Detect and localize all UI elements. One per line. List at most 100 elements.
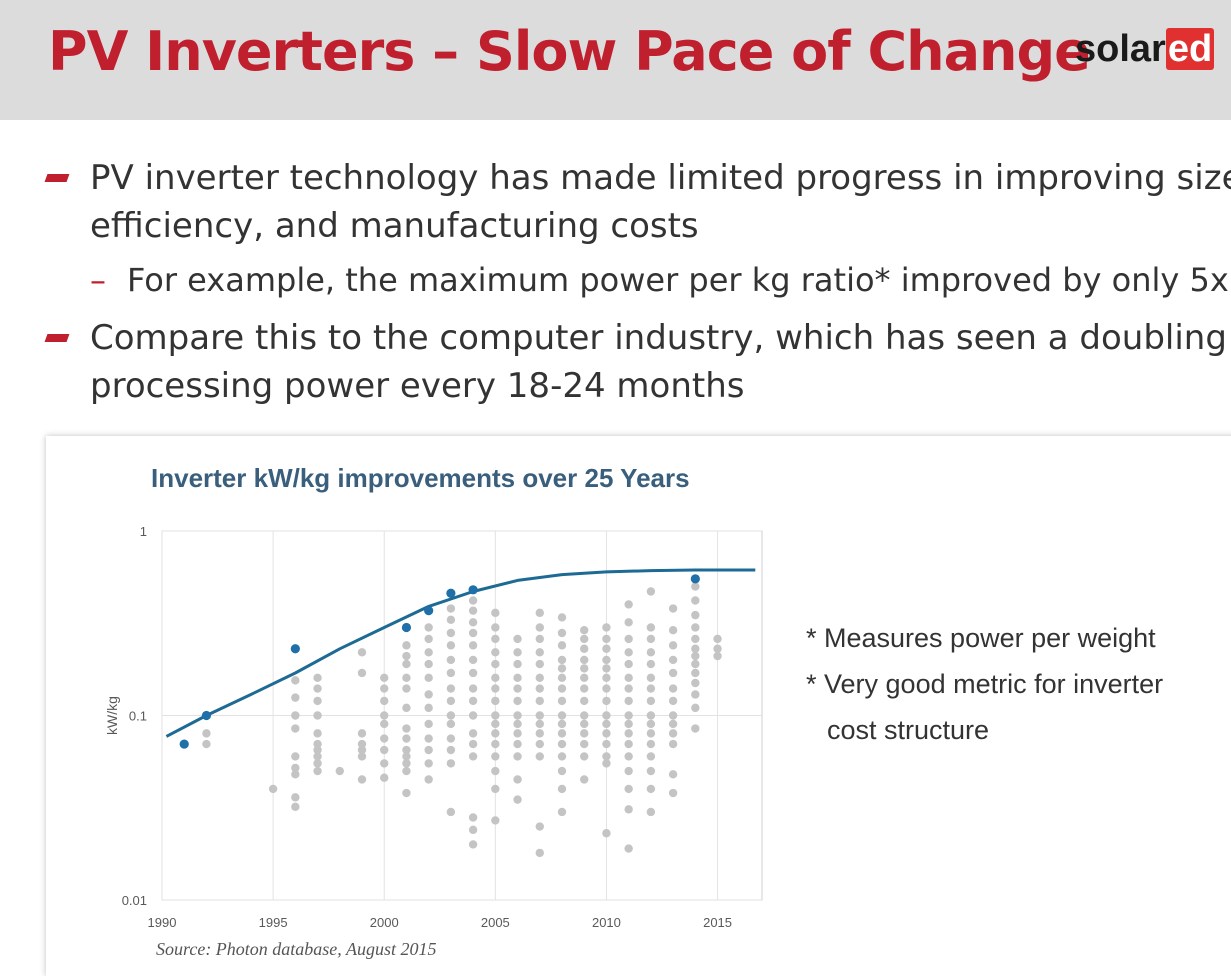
data-point-gray (402, 745, 411, 755)
data-point-gray (580, 739, 589, 749)
data-point-gray (468, 668, 478, 678)
bullet-2-line-1: Compare this to the computer industry, w… (90, 318, 1231, 358)
data-point-gray (313, 729, 322, 738)
data-point-gray (513, 739, 522, 749)
data-point-gray (357, 752, 367, 761)
data-point-gray (602, 634, 611, 644)
data-point-gray (557, 739, 567, 749)
data-point-gray (624, 600, 633, 609)
data-point-gray (691, 644, 700, 653)
data-point-gray (691, 634, 700, 644)
data-point-gray (602, 739, 611, 749)
data-point-max (290, 644, 300, 654)
data-point-gray (468, 684, 478, 693)
data-point-gray (691, 678, 700, 688)
logo-highlight: ed (1165, 28, 1215, 70)
data-point-gray (491, 648, 500, 657)
data-point-gray (624, 696, 633, 706)
data-point-gray (446, 668, 456, 678)
data-point-gray (468, 825, 478, 835)
data-point-gray (580, 634, 589, 644)
data-point-gray (424, 745, 433, 755)
data-point-gray (268, 784, 278, 794)
data-point-gray (402, 684, 411, 693)
data-point-gray (535, 729, 544, 738)
data-point-gray (402, 703, 411, 713)
data-point-gray (513, 752, 522, 761)
data-point-gray (291, 676, 300, 685)
data-point-gray (624, 752, 633, 761)
data-point-gray (713, 651, 722, 661)
data-point-gray (668, 729, 678, 738)
data-point-gray (557, 696, 567, 706)
x-tick-label: 2000 (370, 915, 399, 930)
data-point-gray (646, 729, 656, 738)
data-point-gray (668, 641, 678, 650)
bullet-1-line-2: efficiency, and manufacturing costs (90, 206, 699, 246)
data-point-gray (557, 729, 567, 738)
data-point-gray (491, 719, 500, 729)
data-point-gray (291, 711, 300, 720)
x-tick-label: 2010 (592, 915, 621, 930)
data-point-gray (691, 724, 700, 733)
data-point-gray (602, 664, 611, 673)
data-point-gray (380, 745, 389, 755)
y-axis-label: kW/kg (104, 696, 120, 735)
data-point-gray (646, 587, 656, 596)
data-point-gray (691, 596, 700, 605)
data-point-gray (557, 684, 567, 693)
data-point-gray (602, 684, 611, 693)
data-point-gray (691, 703, 700, 713)
data-point-gray (513, 719, 522, 729)
data-point-gray (446, 745, 456, 755)
data-point-gray (491, 623, 500, 632)
data-point-gray (491, 684, 500, 693)
data-point-gray (313, 684, 322, 693)
data-point-gray (580, 684, 589, 693)
y-tick-label: 0.01 (122, 893, 147, 908)
data-point-gray (313, 752, 322, 761)
data-point-gray (291, 724, 300, 733)
data-point-gray (468, 628, 478, 638)
x-tick-label: 2005 (481, 915, 510, 930)
data-point-gray (468, 813, 478, 822)
data-point-gray (291, 802, 300, 811)
y-tick-label: 0.1 (129, 709, 147, 724)
data-point-gray (513, 634, 522, 644)
data-point-gray (357, 729, 367, 738)
data-point-gray (602, 752, 611, 761)
data-point-gray (380, 734, 389, 743)
bullet-1-line-1: PV inverter technology has made limited … (90, 158, 1231, 198)
data-point-gray (535, 752, 544, 761)
data-point-gray (535, 822, 544, 831)
chart-panel (46, 436, 1231, 976)
data-point-gray (646, 673, 656, 683)
data-point-gray (535, 848, 544, 858)
data-point-gray (624, 618, 633, 627)
data-point-gray (535, 648, 544, 657)
data-point-gray (602, 711, 611, 720)
sub-bullet: For example, the maximum power per kg ra… (127, 261, 1229, 299)
data-point-gray (380, 673, 389, 683)
data-point-gray (580, 775, 589, 784)
data-point-gray (624, 648, 633, 657)
data-point-gray (491, 752, 500, 761)
data-point-gray (491, 696, 500, 706)
data-point-gray (580, 664, 589, 673)
data-point-gray (357, 648, 367, 657)
data-point-gray (446, 655, 456, 665)
data-point-max (468, 585, 478, 595)
data-point-gray (602, 759, 611, 768)
data-point-gray (602, 729, 611, 738)
data-point-gray (402, 788, 411, 798)
data-point-gray (446, 641, 456, 650)
data-point-gray (513, 729, 522, 738)
data-point-gray (380, 684, 389, 693)
data-point-gray (424, 623, 433, 632)
data-point-gray (468, 606, 478, 615)
data-point-gray (624, 739, 633, 749)
data-point-gray (446, 615, 456, 625)
data-point-max (446, 588, 456, 598)
data-point-gray (535, 684, 544, 693)
data-point-gray (691, 582, 700, 591)
